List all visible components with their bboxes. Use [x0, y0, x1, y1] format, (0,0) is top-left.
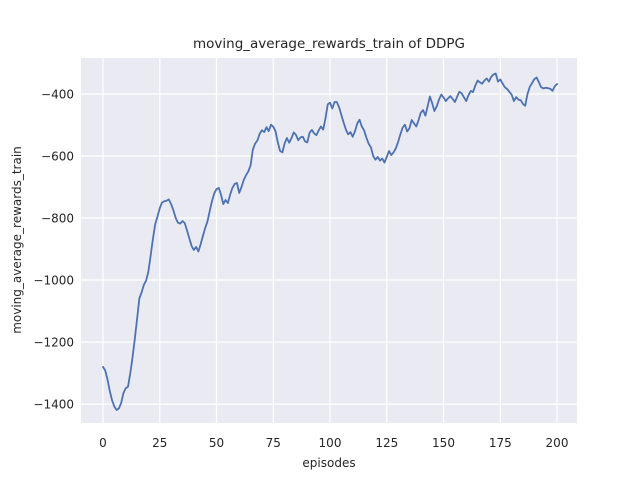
y-tick-label: −400	[41, 88, 74, 102]
y-tick-label: −800	[41, 212, 74, 226]
axes-background	[81, 58, 577, 423]
x-tick-label: 100	[319, 436, 342, 450]
x-axis-label: episodes	[302, 456, 356, 470]
y-axis-label: moving_average_rewards_train	[10, 146, 24, 334]
x-tick-label: 200	[546, 436, 569, 450]
y-tick-label: −600	[41, 150, 74, 164]
x-tick-label: 25	[152, 436, 167, 450]
x-tick-label: 150	[432, 436, 455, 450]
chart-title: moving_average_rewards_train of DDPG	[193, 36, 465, 52]
x-tick-label: 50	[209, 436, 224, 450]
y-tick-label: −1000	[33, 274, 74, 288]
x-tick-label: 0	[99, 436, 107, 450]
x-tick-label: 175	[489, 436, 512, 450]
y-tick-label: −1200	[33, 336, 74, 350]
x-tick-label: 75	[266, 436, 281, 450]
series-line	[102, 72, 558, 411]
y-tick-label: −1400	[33, 398, 74, 412]
x-tick-label: 125	[375, 436, 398, 450]
